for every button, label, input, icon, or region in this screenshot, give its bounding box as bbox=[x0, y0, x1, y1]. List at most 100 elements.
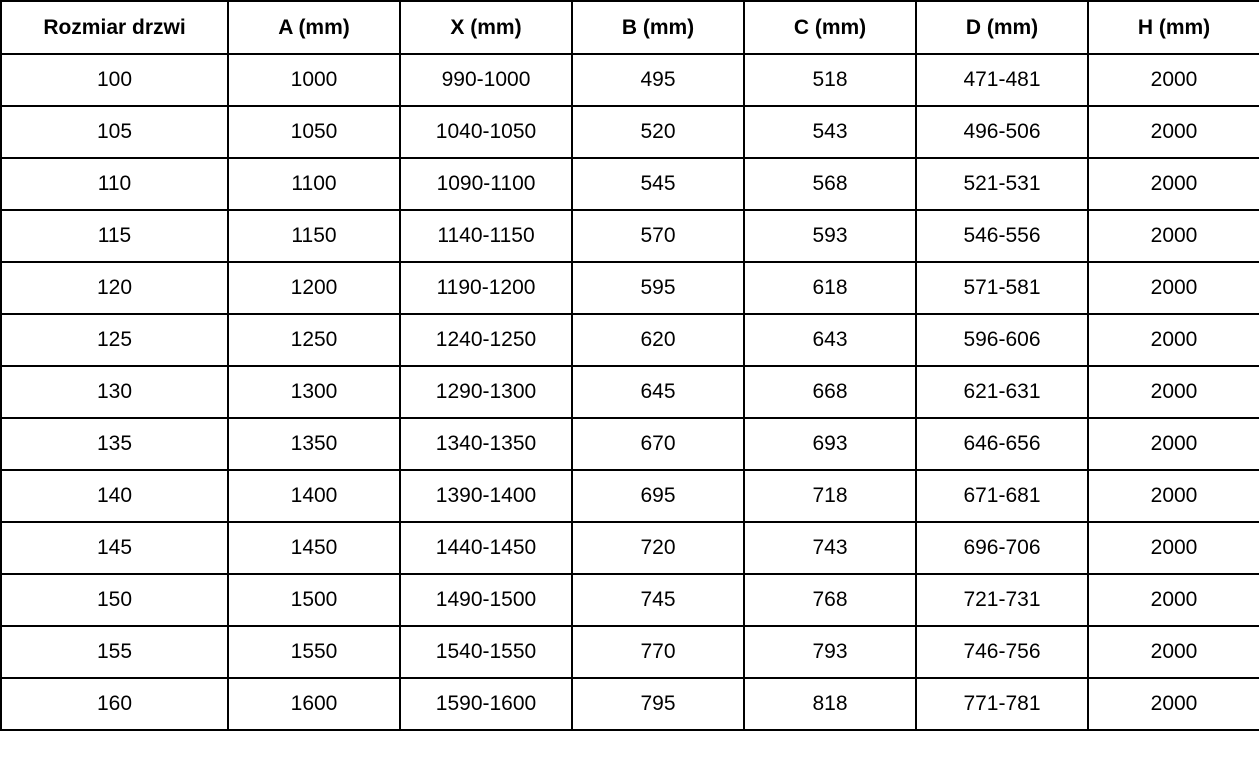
cell-x: 1040-1050 bbox=[399, 105, 573, 159]
cell-door-size: 105 bbox=[0, 105, 229, 159]
cell-a: 1250 bbox=[227, 313, 401, 367]
cell-door-size: 160 bbox=[0, 677, 229, 731]
cell-h: 2000 bbox=[1087, 53, 1259, 107]
table-row: 155 1550 1540-1550 770 793 746-756 2000 bbox=[0, 625, 1259, 679]
cell-a: 1350 bbox=[227, 417, 401, 471]
table-row: 160 1600 1590-1600 795 818 771-781 2000 bbox=[0, 677, 1259, 731]
table-row: 120 1200 1190-1200 595 618 571-581 2000 bbox=[0, 261, 1259, 315]
cell-b: 595 bbox=[571, 261, 745, 315]
cell-door-size: 120 bbox=[0, 261, 229, 315]
cell-door-size: 140 bbox=[0, 469, 229, 523]
table-row: 100 1000 990-1000 495 518 471-481 2000 bbox=[0, 53, 1259, 107]
cell-x: 990-1000 bbox=[399, 53, 573, 107]
cell-c: 693 bbox=[743, 417, 917, 471]
cell-d: 746-756 bbox=[915, 625, 1089, 679]
cell-d: 521-531 bbox=[915, 157, 1089, 211]
cell-a: 1400 bbox=[227, 469, 401, 523]
cell-d: 471-481 bbox=[915, 53, 1089, 107]
cell-d: 771-781 bbox=[915, 677, 1089, 731]
cell-b: 770 bbox=[571, 625, 745, 679]
cell-d: 671-681 bbox=[915, 469, 1089, 523]
cell-a: 1150 bbox=[227, 209, 401, 263]
cell-door-size: 130 bbox=[0, 365, 229, 419]
cell-a: 1200 bbox=[227, 261, 401, 315]
cell-x: 1240-1250 bbox=[399, 313, 573, 367]
cell-h: 2000 bbox=[1087, 573, 1259, 627]
cell-d: 721-731 bbox=[915, 573, 1089, 627]
cell-b: 545 bbox=[571, 157, 745, 211]
cell-door-size: 115 bbox=[0, 209, 229, 263]
cell-c: 793 bbox=[743, 625, 917, 679]
header-door-size: Rozmiar drzwi bbox=[0, 0, 229, 55]
cell-door-size: 125 bbox=[0, 313, 229, 367]
cell-h: 2000 bbox=[1087, 677, 1259, 731]
cell-door-size: 145 bbox=[0, 521, 229, 575]
cell-h: 2000 bbox=[1087, 417, 1259, 471]
cell-d: 696-706 bbox=[915, 521, 1089, 575]
header-x: X (mm) bbox=[399, 0, 573, 55]
cell-b: 695 bbox=[571, 469, 745, 523]
cell-c: 568 bbox=[743, 157, 917, 211]
table-row: 110 1100 1090-1100 545 568 521-531 2000 bbox=[0, 157, 1259, 211]
cell-c: 718 bbox=[743, 469, 917, 523]
cell-x: 1440-1450 bbox=[399, 521, 573, 575]
table-row: 150 1500 1490-1500 745 768 721-731 2000 bbox=[0, 573, 1259, 627]
cell-b: 720 bbox=[571, 521, 745, 575]
cell-h: 2000 bbox=[1087, 209, 1259, 263]
cell-x: 1390-1400 bbox=[399, 469, 573, 523]
cell-c: 618 bbox=[743, 261, 917, 315]
cell-c: 593 bbox=[743, 209, 917, 263]
cell-b: 570 bbox=[571, 209, 745, 263]
door-size-table: Rozmiar drzwi A (mm) X (mm) B (mm) C (mm… bbox=[0, 0, 1259, 731]
cell-d: 596-606 bbox=[915, 313, 1089, 367]
cell-x: 1590-1600 bbox=[399, 677, 573, 731]
cell-c: 818 bbox=[743, 677, 917, 731]
cell-b: 670 bbox=[571, 417, 745, 471]
cell-x: 1540-1550 bbox=[399, 625, 573, 679]
table-row: 115 1150 1140-1150 570 593 546-556 2000 bbox=[0, 209, 1259, 263]
cell-h: 2000 bbox=[1087, 105, 1259, 159]
cell-a: 1450 bbox=[227, 521, 401, 575]
table-row: 130 1300 1290-1300 645 668 621-631 2000 bbox=[0, 365, 1259, 419]
cell-d: 496-506 bbox=[915, 105, 1089, 159]
cell-a: 1550 bbox=[227, 625, 401, 679]
cell-d: 571-581 bbox=[915, 261, 1089, 315]
header-a: A (mm) bbox=[227, 0, 401, 55]
cell-x: 1490-1500 bbox=[399, 573, 573, 627]
cell-a: 1300 bbox=[227, 365, 401, 419]
table-row: 140 1400 1390-1400 695 718 671-681 2000 bbox=[0, 469, 1259, 523]
cell-a: 1000 bbox=[227, 53, 401, 107]
cell-b: 495 bbox=[571, 53, 745, 107]
table-body: 100 1000 990-1000 495 518 471-481 2000 105 1050 1… bbox=[0, 53, 1259, 731]
cell-b: 645 bbox=[571, 365, 745, 419]
cell-x: 1140-1150 bbox=[399, 209, 573, 263]
header-d: D (mm) bbox=[915, 0, 1089, 55]
cell-h: 2000 bbox=[1087, 365, 1259, 419]
cell-a: 1500 bbox=[227, 573, 401, 627]
cell-h: 2000 bbox=[1087, 157, 1259, 211]
cell-x: 1290-1300 bbox=[399, 365, 573, 419]
cell-b: 745 bbox=[571, 573, 745, 627]
cell-h: 2000 bbox=[1087, 469, 1259, 523]
cell-b: 520 bbox=[571, 105, 745, 159]
header-h: H (mm) bbox=[1087, 0, 1259, 55]
cell-h: 2000 bbox=[1087, 261, 1259, 315]
cell-door-size: 110 bbox=[0, 157, 229, 211]
cell-d: 621-631 bbox=[915, 365, 1089, 419]
cell-x: 1090-1100 bbox=[399, 157, 573, 211]
table-row: 135 1350 1340-1350 670 693 646-656 2000 bbox=[0, 417, 1259, 471]
cell-x: 1190-1200 bbox=[399, 261, 573, 315]
cell-door-size: 155 bbox=[0, 625, 229, 679]
cell-c: 768 bbox=[743, 573, 917, 627]
cell-door-size: 150 bbox=[0, 573, 229, 627]
cell-c: 518 bbox=[743, 53, 917, 107]
header-row: Rozmiar drzwi A (mm) X (mm) B (mm) C (mm… bbox=[0, 0, 1259, 55]
cell-a: 1100 bbox=[227, 157, 401, 211]
header-c: C (mm) bbox=[743, 0, 917, 55]
cell-c: 668 bbox=[743, 365, 917, 419]
cell-b: 620 bbox=[571, 313, 745, 367]
table-row: 125 1250 1240-1250 620 643 596-606 2000 bbox=[0, 313, 1259, 367]
cell-h: 2000 bbox=[1087, 313, 1259, 367]
table-row: 145 1450 1440-1450 720 743 696-706 2000 bbox=[0, 521, 1259, 575]
cell-h: 2000 bbox=[1087, 625, 1259, 679]
